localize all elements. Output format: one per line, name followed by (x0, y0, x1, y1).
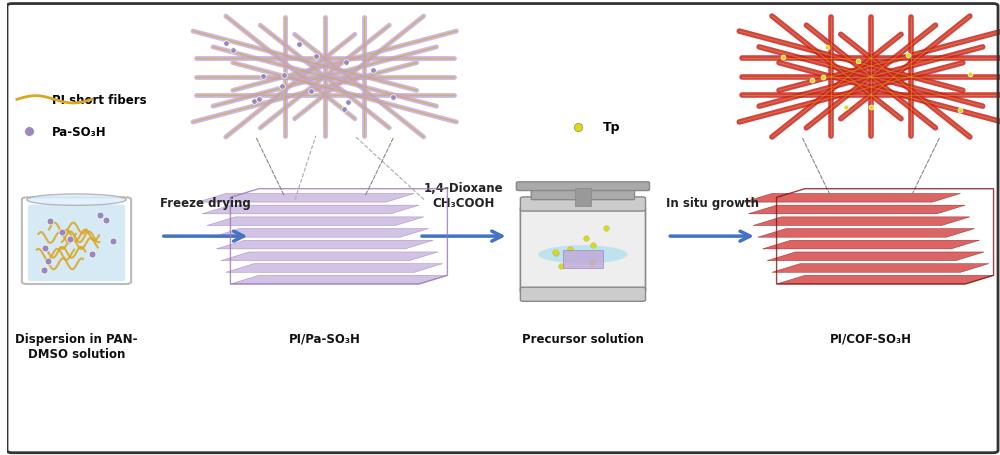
Polygon shape (767, 253, 984, 261)
Text: Tp: Tp (603, 121, 620, 134)
FancyBboxPatch shape (516, 182, 649, 191)
Ellipse shape (538, 246, 628, 264)
Ellipse shape (27, 195, 126, 206)
Text: Precursor solution: Precursor solution (522, 332, 644, 345)
FancyBboxPatch shape (520, 288, 645, 302)
Text: 1,4-Dioxane
CH₃COOH: 1,4-Dioxane CH₃COOH (424, 182, 504, 209)
Polygon shape (221, 253, 438, 261)
Polygon shape (777, 276, 994, 284)
Text: In situ growth: In situ growth (666, 196, 759, 209)
Polygon shape (212, 229, 429, 238)
Polygon shape (207, 217, 424, 226)
Polygon shape (753, 217, 970, 226)
Text: Dispersion in PAN-
DMSO solution: Dispersion in PAN- DMSO solution (15, 332, 138, 360)
FancyBboxPatch shape (520, 206, 645, 295)
Polygon shape (197, 194, 414, 202)
Polygon shape (563, 250, 603, 268)
Polygon shape (226, 264, 443, 273)
Bar (575, 189, 591, 207)
Polygon shape (748, 206, 965, 214)
Polygon shape (230, 276, 447, 284)
Text: Freeze drying: Freeze drying (160, 196, 251, 209)
Polygon shape (744, 194, 961, 202)
Polygon shape (202, 206, 419, 214)
FancyBboxPatch shape (28, 205, 125, 282)
Polygon shape (772, 264, 989, 273)
Text: Pa-SO₃H: Pa-SO₃H (52, 126, 106, 138)
Polygon shape (762, 241, 979, 249)
Text: PI/Pa-SO₃H: PI/Pa-SO₃H (289, 332, 361, 345)
Polygon shape (216, 241, 433, 249)
FancyBboxPatch shape (520, 197, 645, 212)
Text: PI/COF-SO₃H: PI/COF-SO₃H (830, 332, 912, 345)
FancyBboxPatch shape (531, 188, 635, 200)
Polygon shape (758, 229, 975, 238)
Text: PI short fibers: PI short fibers (52, 94, 146, 106)
